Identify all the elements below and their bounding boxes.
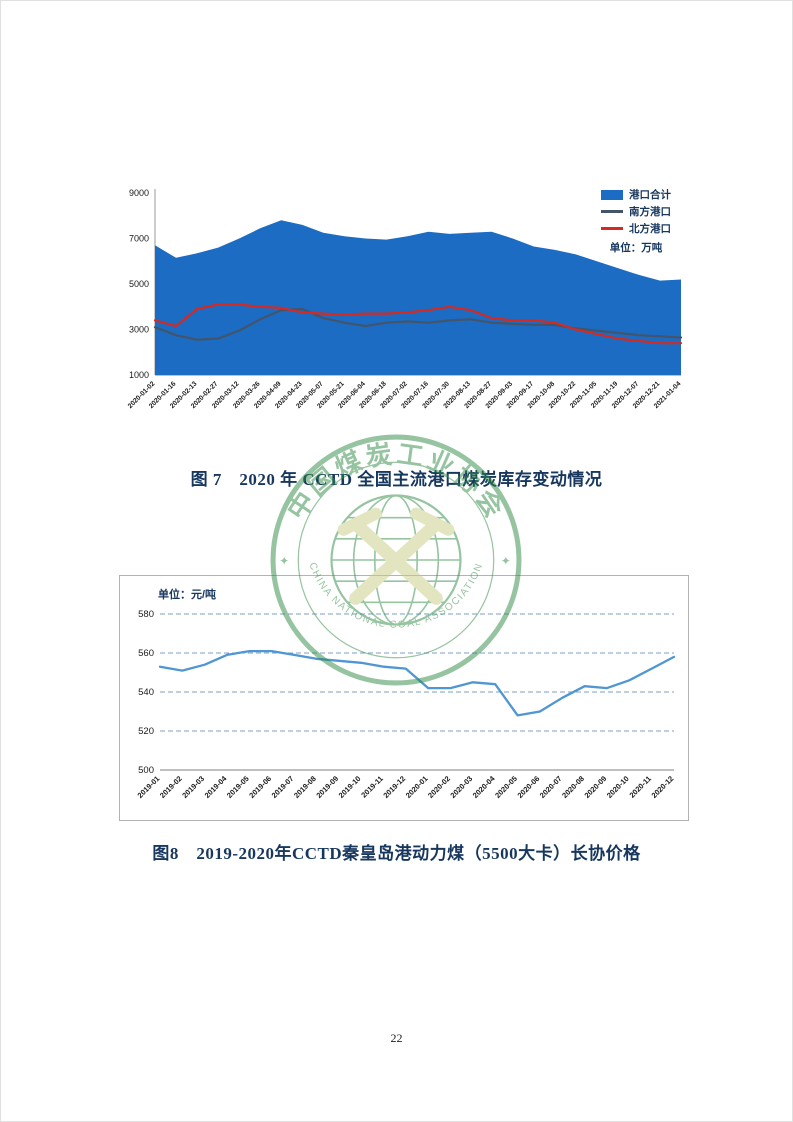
page-number: 22 <box>390 1031 403 1045</box>
unit-label: 单位：万吨 <box>609 242 663 254</box>
svg-text:2020-02: 2020-02 <box>426 774 452 800</box>
svg-text:540: 540 <box>138 687 154 698</box>
svg-text:2020-03: 2020-03 <box>448 774 474 800</box>
legend-item: 港口合计 <box>601 187 671 202</box>
svg-text:2020-01: 2020-01 <box>404 774 430 800</box>
svg-text:3000: 3000 <box>129 325 149 335</box>
svg-text:2019-02: 2019-02 <box>158 774 184 800</box>
legend-label: 港口合计 <box>629 189 671 201</box>
svg-text:2020-10: 2020-10 <box>605 774 631 800</box>
svg-text:7000: 7000 <box>129 234 149 244</box>
svg-text:2019-06: 2019-06 <box>247 774 273 800</box>
figure-7-chart: 1000 3000 5000 7000 9000 2020-01-02 2020-01-16… <box>119 173 691 441</box>
svg-text:2019-07: 2019-07 <box>270 774 296 800</box>
svg-text:2020-12: 2020-12 <box>650 774 676 800</box>
svg-text:2020-06: 2020-06 <box>515 774 541 800</box>
svg-text:2019-04: 2019-04 <box>203 773 229 799</box>
figure-7-caption: 图 7 2020 年 CCTD 全国主流港口煤炭库存变动情况 <box>190 470 603 489</box>
svg-text:2019-11: 2019-11 <box>359 774 385 800</box>
svg-text:2019-10: 2019-10 <box>337 774 363 800</box>
legend-swatch-north <box>601 227 623 230</box>
chart-legend: 港口合计 南方港口 北方港口 单位：万吨 <box>597 183 675 257</box>
svg-text:500: 500 <box>138 765 154 776</box>
port-inventory-chart-svg: 100030005000700090002020-01-022020-01-16… <box>127 188 683 410</box>
svg-text:2019-03: 2019-03 <box>180 774 206 800</box>
legend-label: 南方港口 <box>629 206 671 218</box>
seal-star-right-icon: ✦ <box>501 554 511 568</box>
svg-text:2019-12: 2019-12 <box>381 774 407 800</box>
svg-text:2020-07: 2020-07 <box>538 774 564 800</box>
svg-text:2020-09: 2020-09 <box>583 774 609 800</box>
svg-text:5000: 5000 <box>129 279 149 289</box>
svg-text:2020-04: 2020-04 <box>471 773 497 799</box>
svg-text:2020-05: 2020-05 <box>493 774 519 800</box>
figure-8-chart: 单位：元/吨 500 520 540 560 580 2019-01 2019-02 2019… <box>119 575 689 821</box>
svg-text:2019-01: 2019-01 <box>136 774 162 800</box>
coal-price-chart-svg: 5005205405605802019-012019-022019-032019… <box>136 609 676 800</box>
unit-label: 单位：元/吨 <box>158 589 217 601</box>
legend-item: 北方港口 <box>601 221 671 236</box>
svg-text:560: 560 <box>138 648 154 659</box>
svg-text:2020-08: 2020-08 <box>560 774 586 800</box>
legend-swatch-total <box>601 189 623 200</box>
legend-swatch-south <box>601 210 623 213</box>
figure-8-caption: 图8 2019-2020年CCTD秦皇岛港动力煤（5500大卡）长协价格 <box>152 844 641 863</box>
legend-label: 北方港口 <box>629 223 671 235</box>
svg-text:580: 580 <box>138 609 154 620</box>
svg-text:9000: 9000 <box>129 188 149 198</box>
svg-text:2019-05: 2019-05 <box>225 774 251 800</box>
seal-star-left-icon: ✦ <box>279 554 289 568</box>
svg-text:2020-11: 2020-11 <box>628 774 654 800</box>
legend-item: 南方港口 <box>601 204 671 219</box>
svg-text:2019-09: 2019-09 <box>314 774 340 800</box>
svg-text:2019-08: 2019-08 <box>292 774 318 800</box>
svg-text:1000: 1000 <box>129 370 149 380</box>
svg-text:520: 520 <box>138 726 154 737</box>
